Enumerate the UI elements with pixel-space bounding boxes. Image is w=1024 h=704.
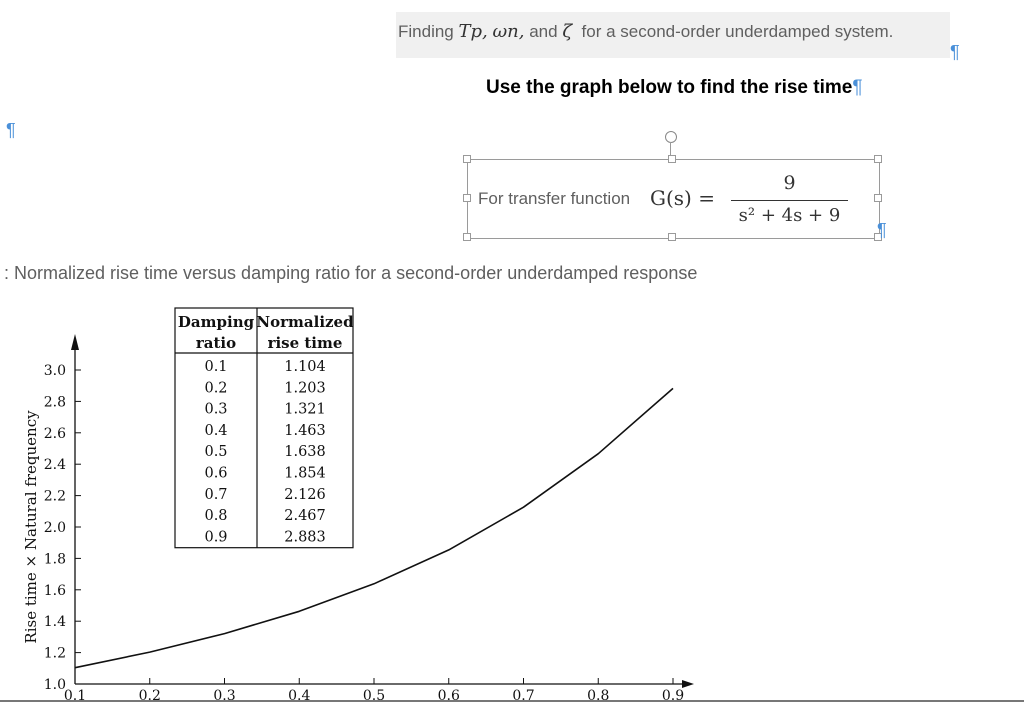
x-axis-arrow [682,680,694,688]
equation-lhs: G(s) = [650,186,715,210]
table-cell: 1.203 [284,380,326,396]
chart-axes: 3.0 2.8 2.6 2.4 2.2 2.0 1.8 1.6 1.4 1.2 1.0 0.1 0.2 0… [22,334,694,704]
equation-denominator: s² + 4s + 9 [738,205,841,226]
table-cell: 2.883 [284,529,326,545]
resize-handle-w[interactable] [463,194,471,202]
table-cell: 1.854 [284,466,326,482]
symbol-tp: Tp, [458,21,488,42]
table-cell: 1.104 [284,359,326,375]
instruction-text: Use the graph below to find the rise tim… [486,77,853,98]
table-cell: 1.463 [284,423,326,439]
rotate-handle-icon[interactable] [665,131,677,143]
y-tick-label: 2.0 [44,520,66,536]
finding-suffix: for a second-order underdamped system. [581,22,894,41]
resize-handle-n[interactable] [668,155,676,163]
finding-prefix: Finding [398,22,454,41]
instruction-heading: Use the graph below to find the rise tim… [486,77,863,99]
resize-handle-sw[interactable] [463,233,471,241]
pilcrow-mark: ¶ [950,42,960,62]
y-tick-label: 1.0 [44,677,66,693]
series-line [74,387,674,669]
table-cell: 2.467 [284,508,326,524]
symbol-zeta: ζ [562,21,573,42]
y-tick-label: 1.4 [44,614,66,630]
rotate-handle-stem [670,142,671,158]
page-bottom-rule [0,700,1024,702]
resize-handle-s[interactable] [668,233,676,241]
rise-time-chart: 3.0 2.8 2.6 2.4 2.2 2.0 1.8 1.6 1.4 1.2 1.0 0.1 0.2 0… [22,307,694,704]
y-tick-label: 2.4 [44,457,66,473]
table-cell: 0.4 [204,423,227,439]
table-cell: 0.1 [204,359,227,375]
y-tick-label: 2.6 [44,426,66,442]
table-cell: 1.638 [284,444,326,460]
resize-handle-nw[interactable] [463,155,471,163]
data-table: Damping ratio Normalized rise time 0.1 1.104 0… [174,307,354,549]
fraction-bar [731,200,848,201]
pilcrow-mark: ¶ [6,120,16,140]
table-header-cell: rise time [268,334,343,352]
and-text: and [529,22,558,41]
table-header-cell: Normalized [256,313,354,331]
table-cell: 0.7 [204,487,227,503]
table-cell: 0.5 [204,444,227,460]
table-cell: 0.2 [204,380,227,396]
header-title: Finding Tp, ωn, and ζ for a second-order… [398,21,893,42]
table-border [174,307,354,549]
resize-handle-e[interactable] [874,194,882,202]
y-tick-label: 1.6 [44,583,66,599]
table-cell: 0.8 [204,508,227,524]
y-tick-label: 2.8 [44,394,66,410]
resize-handle-se[interactable] [874,233,882,241]
table-cell: 0.9 [204,529,227,545]
header-band [396,12,950,58]
table-cell: 2.126 [284,487,326,503]
table-header-cell: ratio [196,334,236,352]
y-axis-title: Rise time × Natural frequency [22,410,40,644]
figure-caption: : Normalized rise time versus damping ra… [4,263,698,283]
equation-numerator: 9 [783,172,796,194]
table-cell: 1.321 [284,402,326,418]
y-tick-label: 1.2 [44,646,66,662]
equation-label: For transfer function [478,189,631,208]
y-tick-label: 3.0 [44,363,66,379]
y-axis-arrow [71,334,79,350]
y-tick-label: 2.2 [44,489,66,505]
chart-marks [74,387,674,669]
table-cell: 0.3 [204,402,227,418]
y-tick-label: 1.8 [44,551,66,567]
resize-handle-ne[interactable] [874,155,882,163]
table-header-cell: Damping [178,313,255,331]
table-cell: 0.6 [204,466,227,482]
symbol-wn: ωn, [492,21,525,42]
pilcrow-mark: ¶ [852,77,863,98]
pilcrow-mark: ¶ [877,220,887,240]
